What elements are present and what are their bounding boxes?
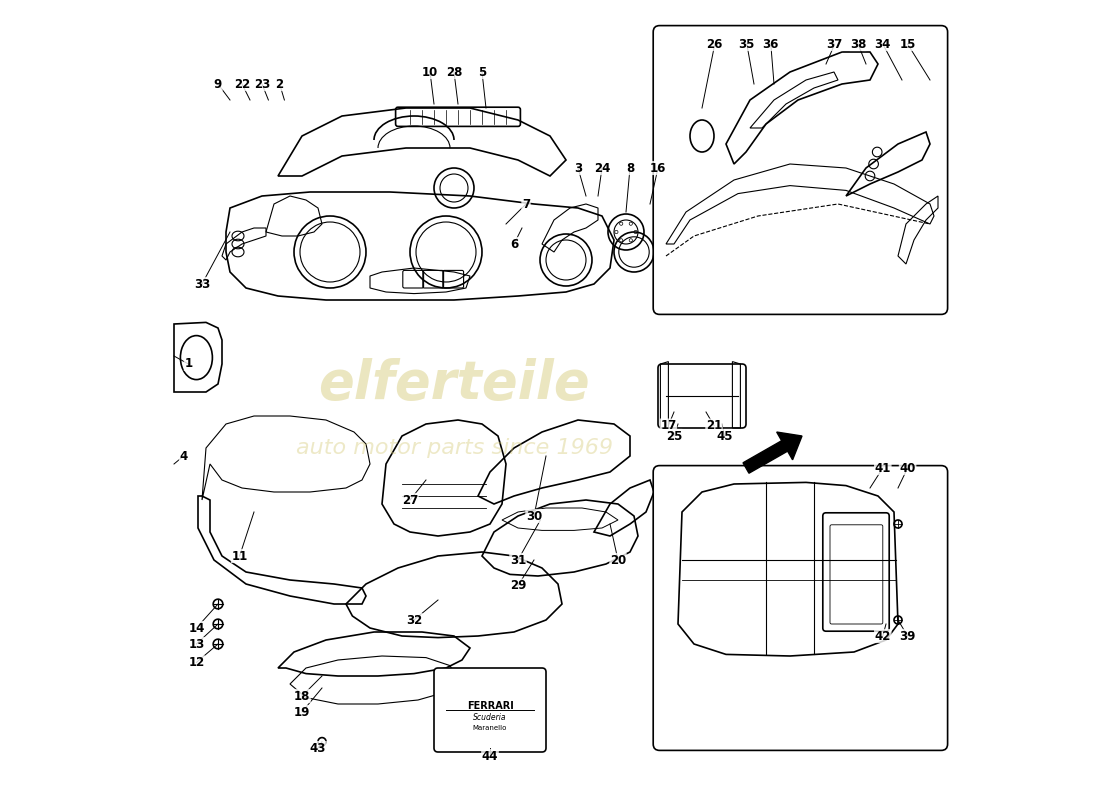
Text: 40: 40 xyxy=(900,462,916,474)
Text: 26: 26 xyxy=(706,38,723,50)
Text: 19: 19 xyxy=(294,706,310,718)
Text: FERRARI: FERRARI xyxy=(466,701,514,710)
Text: Scuderia: Scuderia xyxy=(473,713,507,722)
Text: 36: 36 xyxy=(762,38,779,50)
Text: 35: 35 xyxy=(738,38,755,50)
Text: 6: 6 xyxy=(510,238,518,250)
FancyBboxPatch shape xyxy=(434,668,546,752)
Text: 45: 45 xyxy=(716,430,733,442)
Text: 29: 29 xyxy=(509,579,526,592)
Text: 32: 32 xyxy=(406,614,422,626)
Text: 3: 3 xyxy=(574,162,582,174)
Text: 39: 39 xyxy=(900,630,916,642)
Text: Maranello: Maranello xyxy=(473,725,507,731)
Text: 14: 14 xyxy=(188,622,205,634)
Text: 37: 37 xyxy=(827,38,843,50)
Text: 21: 21 xyxy=(706,419,722,432)
Text: 41: 41 xyxy=(874,462,891,474)
Text: 15: 15 xyxy=(900,38,916,50)
Text: 5: 5 xyxy=(477,66,486,78)
Text: 9: 9 xyxy=(213,78,222,90)
Text: 30: 30 xyxy=(526,510,542,522)
Text: 20: 20 xyxy=(609,554,626,566)
Text: 7: 7 xyxy=(521,198,530,210)
Text: 28: 28 xyxy=(446,66,462,78)
Text: 44: 44 xyxy=(482,750,498,762)
Text: 27: 27 xyxy=(402,494,418,506)
Text: 10: 10 xyxy=(422,66,438,78)
FancyArrow shape xyxy=(742,432,802,474)
Text: 42: 42 xyxy=(874,630,891,642)
Text: 24: 24 xyxy=(594,162,610,174)
Text: 17: 17 xyxy=(660,419,676,432)
Text: 43: 43 xyxy=(310,742,327,754)
Text: 12: 12 xyxy=(188,656,205,669)
Text: 38: 38 xyxy=(850,38,866,50)
Text: 34: 34 xyxy=(874,38,891,50)
FancyBboxPatch shape xyxy=(653,466,947,750)
Text: 25: 25 xyxy=(666,430,682,442)
FancyBboxPatch shape xyxy=(653,26,947,314)
Text: 31: 31 xyxy=(510,554,526,566)
Text: 18: 18 xyxy=(294,690,310,702)
Text: 23: 23 xyxy=(254,78,271,90)
Text: 4: 4 xyxy=(179,450,188,462)
Text: 33: 33 xyxy=(194,278,210,290)
Text: 22: 22 xyxy=(234,78,250,90)
Text: elferteile: elferteile xyxy=(318,358,590,410)
Text: 11: 11 xyxy=(231,550,248,562)
Text: 16: 16 xyxy=(650,162,667,174)
Text: 2: 2 xyxy=(275,78,284,90)
Text: 13: 13 xyxy=(188,638,205,650)
Text: auto motor parts since 1969: auto motor parts since 1969 xyxy=(296,438,613,458)
Text: 8: 8 xyxy=(626,162,634,174)
Text: 1: 1 xyxy=(185,358,192,370)
